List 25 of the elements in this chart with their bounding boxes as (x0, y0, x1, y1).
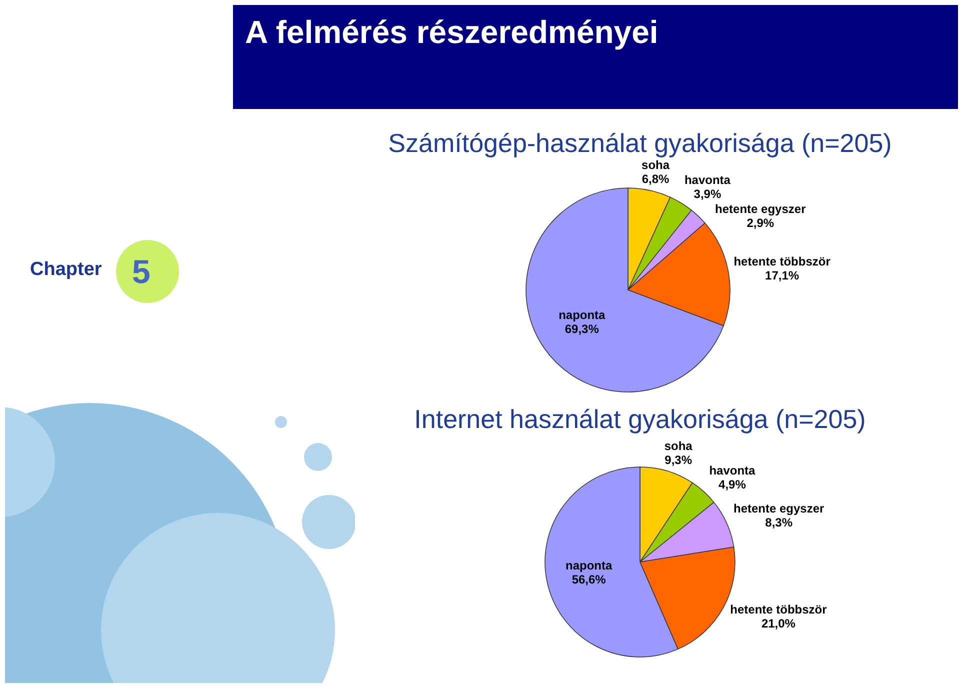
text: Chapter (30, 259, 102, 281)
text: A felmérés részeredményei (245, 14, 658, 51)
slice-label: hetente egyszer (715, 202, 806, 216)
slice-label: hetente egyszer (733, 502, 825, 516)
data-label: 8,3% (765, 516, 793, 530)
slice-label: hetente többször (730, 602, 828, 617)
slice-label: hetente többször (734, 254, 831, 268)
chart-title: Internet használat gyakorisága (n=205) (413, 404, 867, 434)
data-label: 56,6% (572, 572, 606, 587)
data-label: 9,3% (664, 452, 692, 467)
slice-label: naponta (566, 558, 613, 573)
slice-label: soha (664, 438, 693, 453)
slice-label: soha (642, 158, 670, 172)
data-label: 17,1% (765, 268, 800, 282)
data-label: 4,9% (718, 478, 746, 492)
text: 5 (132, 253, 150, 291)
slice-label: naponta (558, 308, 606, 322)
data-label: 69,3% (564, 322, 600, 336)
chart-title: Számítógép-használat gyakorisága (n=205) (387, 128, 893, 158)
data-label: 3,9% (694, 186, 722, 201)
data-label: 21,0% (761, 616, 796, 631)
data-label: 6,8% (642, 172, 670, 186)
slice-label: havonta (684, 172, 731, 187)
slice-label: havonta (709, 464, 756, 478)
data-label: 2,9% (746, 216, 774, 230)
